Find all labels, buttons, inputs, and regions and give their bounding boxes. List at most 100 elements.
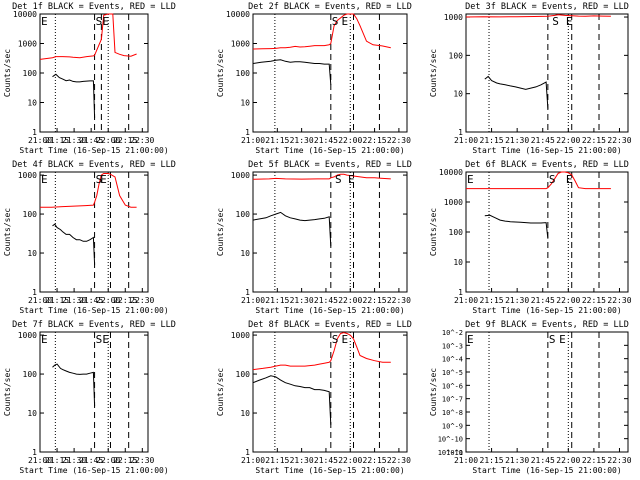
panel-1-title: Det 1f BLACK = Events, RED = LLD: [12, 2, 176, 12]
panel-2-marker-s-1: S: [332, 15, 339, 28]
panel-8-ytick-label-3: 100: [236, 370, 251, 379]
panel-8-ytick-label-2: 10: [240, 409, 250, 418]
panel-9-ytick-label-6: 10^-6: [442, 382, 463, 390]
panel-7-xtick-label-1: 21:00: [28, 456, 52, 465]
panel-4-xtick-label-3: 21:30: [62, 296, 86, 305]
panel-8-ytick-label-1: 1: [245, 448, 250, 457]
panel-9-ytick-label-10: 10^-2: [442, 329, 463, 337]
panel-6-ytick-label-3: 100: [449, 228, 464, 237]
panel-2-xtick-label-1: 21:00: [241, 136, 265, 145]
panel-4-xtick-label-4: 21:45: [79, 296, 103, 305]
panel-9-ytick-label-1: 10^-11: [438, 449, 463, 457]
panel-5-xtick-label-1: 21:00: [241, 296, 265, 305]
panel-6-marker-e-1: E: [467, 173, 474, 186]
panel-4-ytick-label-2: 10: [27, 249, 37, 258]
panel-6-xlabel: Start Time (16-Sep-15 21:00:00): [472, 306, 621, 315]
panel-9-marker-e-1: E: [467, 333, 474, 346]
panel-6-ytick-label-2: 10: [453, 258, 463, 267]
panel-9-marker-e-3: E: [559, 333, 566, 346]
panel-2-ytick-label-3: 100: [236, 69, 251, 78]
panel-4-marker-s-2: S: [96, 173, 103, 186]
panel-3-ytick-label-4: 1000: [444, 13, 463, 22]
panel-5-ytick-label-1: 1: [245, 288, 250, 297]
panel-3-xtick-label-3: 21:30: [505, 136, 529, 145]
panel-1-xtick-label-5: 22:00: [96, 136, 120, 145]
panel-2-ytick-label-1: 1: [245, 128, 250, 137]
panel-3-series-lld: [465, 14, 611, 18]
panel-3-series-events: [484, 75, 549, 109]
panel-5-xtick-label-6: 22:15: [363, 296, 387, 305]
panel-1-xtick-label-4: 21:45: [79, 136, 103, 145]
panel-3-ytick-label-2: 10: [453, 90, 463, 99]
panel-5-ytick-label-2: 10: [240, 249, 250, 258]
panel-3-ylabel: Counts/sec: [429, 49, 438, 97]
panel-7-ytick-label-2: 10: [27, 409, 37, 418]
panel-9-xtick-label-5: 22:00: [556, 456, 580, 465]
panel-4-xtick-label-5: 22:00: [96, 296, 120, 305]
panel-3-marker-e-2: E: [566, 15, 573, 28]
panel-5-xtick-label-4: 21:45: [314, 296, 338, 305]
panel-5-series-lld: [252, 173, 391, 180]
panel-2-xtick-label-7: 22:30: [387, 136, 411, 145]
panel-1-marker-s-2: S: [96, 15, 103, 28]
panel-2-xtick-label-2: 21:15: [265, 136, 289, 145]
panel-4-series-lld: [40, 173, 137, 208]
panel-1-ytick-label-3: 100: [23, 69, 38, 78]
panel-7-xtick-label-7: 22:30: [130, 456, 154, 465]
panel-2-xlabel: Start Time (16-Sep-15 21:00:00): [255, 146, 404, 155]
panel-4-marker-e-1: E: [41, 173, 48, 186]
panel-9-ytick-label-7: 10^-5: [442, 369, 463, 377]
panel-4-ylabel: Counts/sec: [3, 208, 12, 256]
panel-5-frame: [252, 171, 408, 293]
panel-1-xtick-label-2: 21:15: [45, 136, 69, 145]
panel-5-xlabel: Start Time (16-Sep-15 21:00:00): [255, 306, 404, 315]
panel-7-ytick-label-1: 1: [32, 448, 37, 457]
panel-9-ytick-label-8: 10^-4: [442, 356, 463, 364]
panel-7-ylabel: Counts/sec: [3, 368, 12, 416]
panel-9-ylabel: Counts/sec: [429, 368, 438, 416]
panel-6-marker-e-3: E: [566, 173, 573, 186]
panel-7-xlabel: Start Time (16-Sep-15 21:00:00): [19, 466, 168, 475]
panel-7-xtick-label-5: 22:00: [96, 456, 120, 465]
panel-8-series-events: [252, 375, 332, 425]
panel-4-xlabel: Start Time (16-Sep-15 21:00:00): [19, 306, 168, 315]
panel-9-xtick-label-2: 21:15: [480, 456, 504, 465]
panel-4-ytick-label-3: 100: [23, 210, 38, 219]
panel-7-marker-e-1: E: [41, 333, 48, 346]
panel-2-series-lld: [252, 13, 391, 50]
panel-6-series-lld: [466, 171, 611, 190]
panel-8-marker-e-2: E: [342, 333, 349, 346]
panel-8-ylabel: Counts/sec: [216, 368, 225, 416]
panel-8-xtick-label-7: 22:30: [387, 456, 411, 465]
panel-6-ylabel: Counts/sec: [429, 208, 438, 256]
panel-3-xtick-label-2: 21:15: [480, 136, 504, 145]
panel-2-xtick-label-3: 21:30: [290, 136, 314, 145]
panel-4-xtick-label-6: 22:15: [113, 296, 137, 305]
panel-1-xlabel: Start Time (16-Sep-15 21:00:00): [19, 146, 168, 155]
panel-1-series-events: [52, 73, 96, 118]
panel-6-ytick-label-4: 1000: [444, 198, 463, 207]
panel-4-xtick-label-7: 22:30: [130, 296, 154, 305]
panel-3-xtick-label-4: 21:45: [531, 136, 555, 145]
panel-9-marker-s-2: S: [549, 333, 556, 346]
panel-7-title: Det 7f BLACK = Events, RED = LLD: [12, 320, 176, 330]
panel-6-xtick-label-4: 21:45: [531, 296, 555, 305]
panel-4-ytick-label-1: 1: [32, 288, 37, 297]
panel-5-title: Det 5f BLACK = Events, RED = LLD: [248, 160, 412, 170]
panel-6-xtick-label-3: 21:30: [505, 296, 529, 305]
panel-1-ytick-label-1: 1: [32, 128, 37, 137]
panel-4-xtick-label-1: 21:00: [28, 296, 52, 305]
panel-7-xtick-label-4: 21:45: [79, 456, 103, 465]
panel-7-xtick-label-3: 21:30: [62, 456, 86, 465]
panel-2-marker-e-2: E: [342, 15, 349, 28]
panel-6-ytick-label-5: 10000: [439, 168, 463, 177]
panel-6-xtick-label-7: 22:30: [607, 296, 631, 305]
panel-3-ytick-label-1: 1: [458, 128, 463, 137]
panel-5-xtick-label-2: 21:15: [265, 296, 289, 305]
panel-6-xtick-label-5: 22:00: [556, 296, 580, 305]
panel-8-xlabel: Start Time (16-Sep-15 21:00:00): [255, 466, 404, 475]
panel-7-frame: [39, 331, 149, 453]
panel-5-marker-e-2: E: [348, 173, 355, 186]
panel-1-xtick-label-7: 22:30: [130, 136, 154, 145]
